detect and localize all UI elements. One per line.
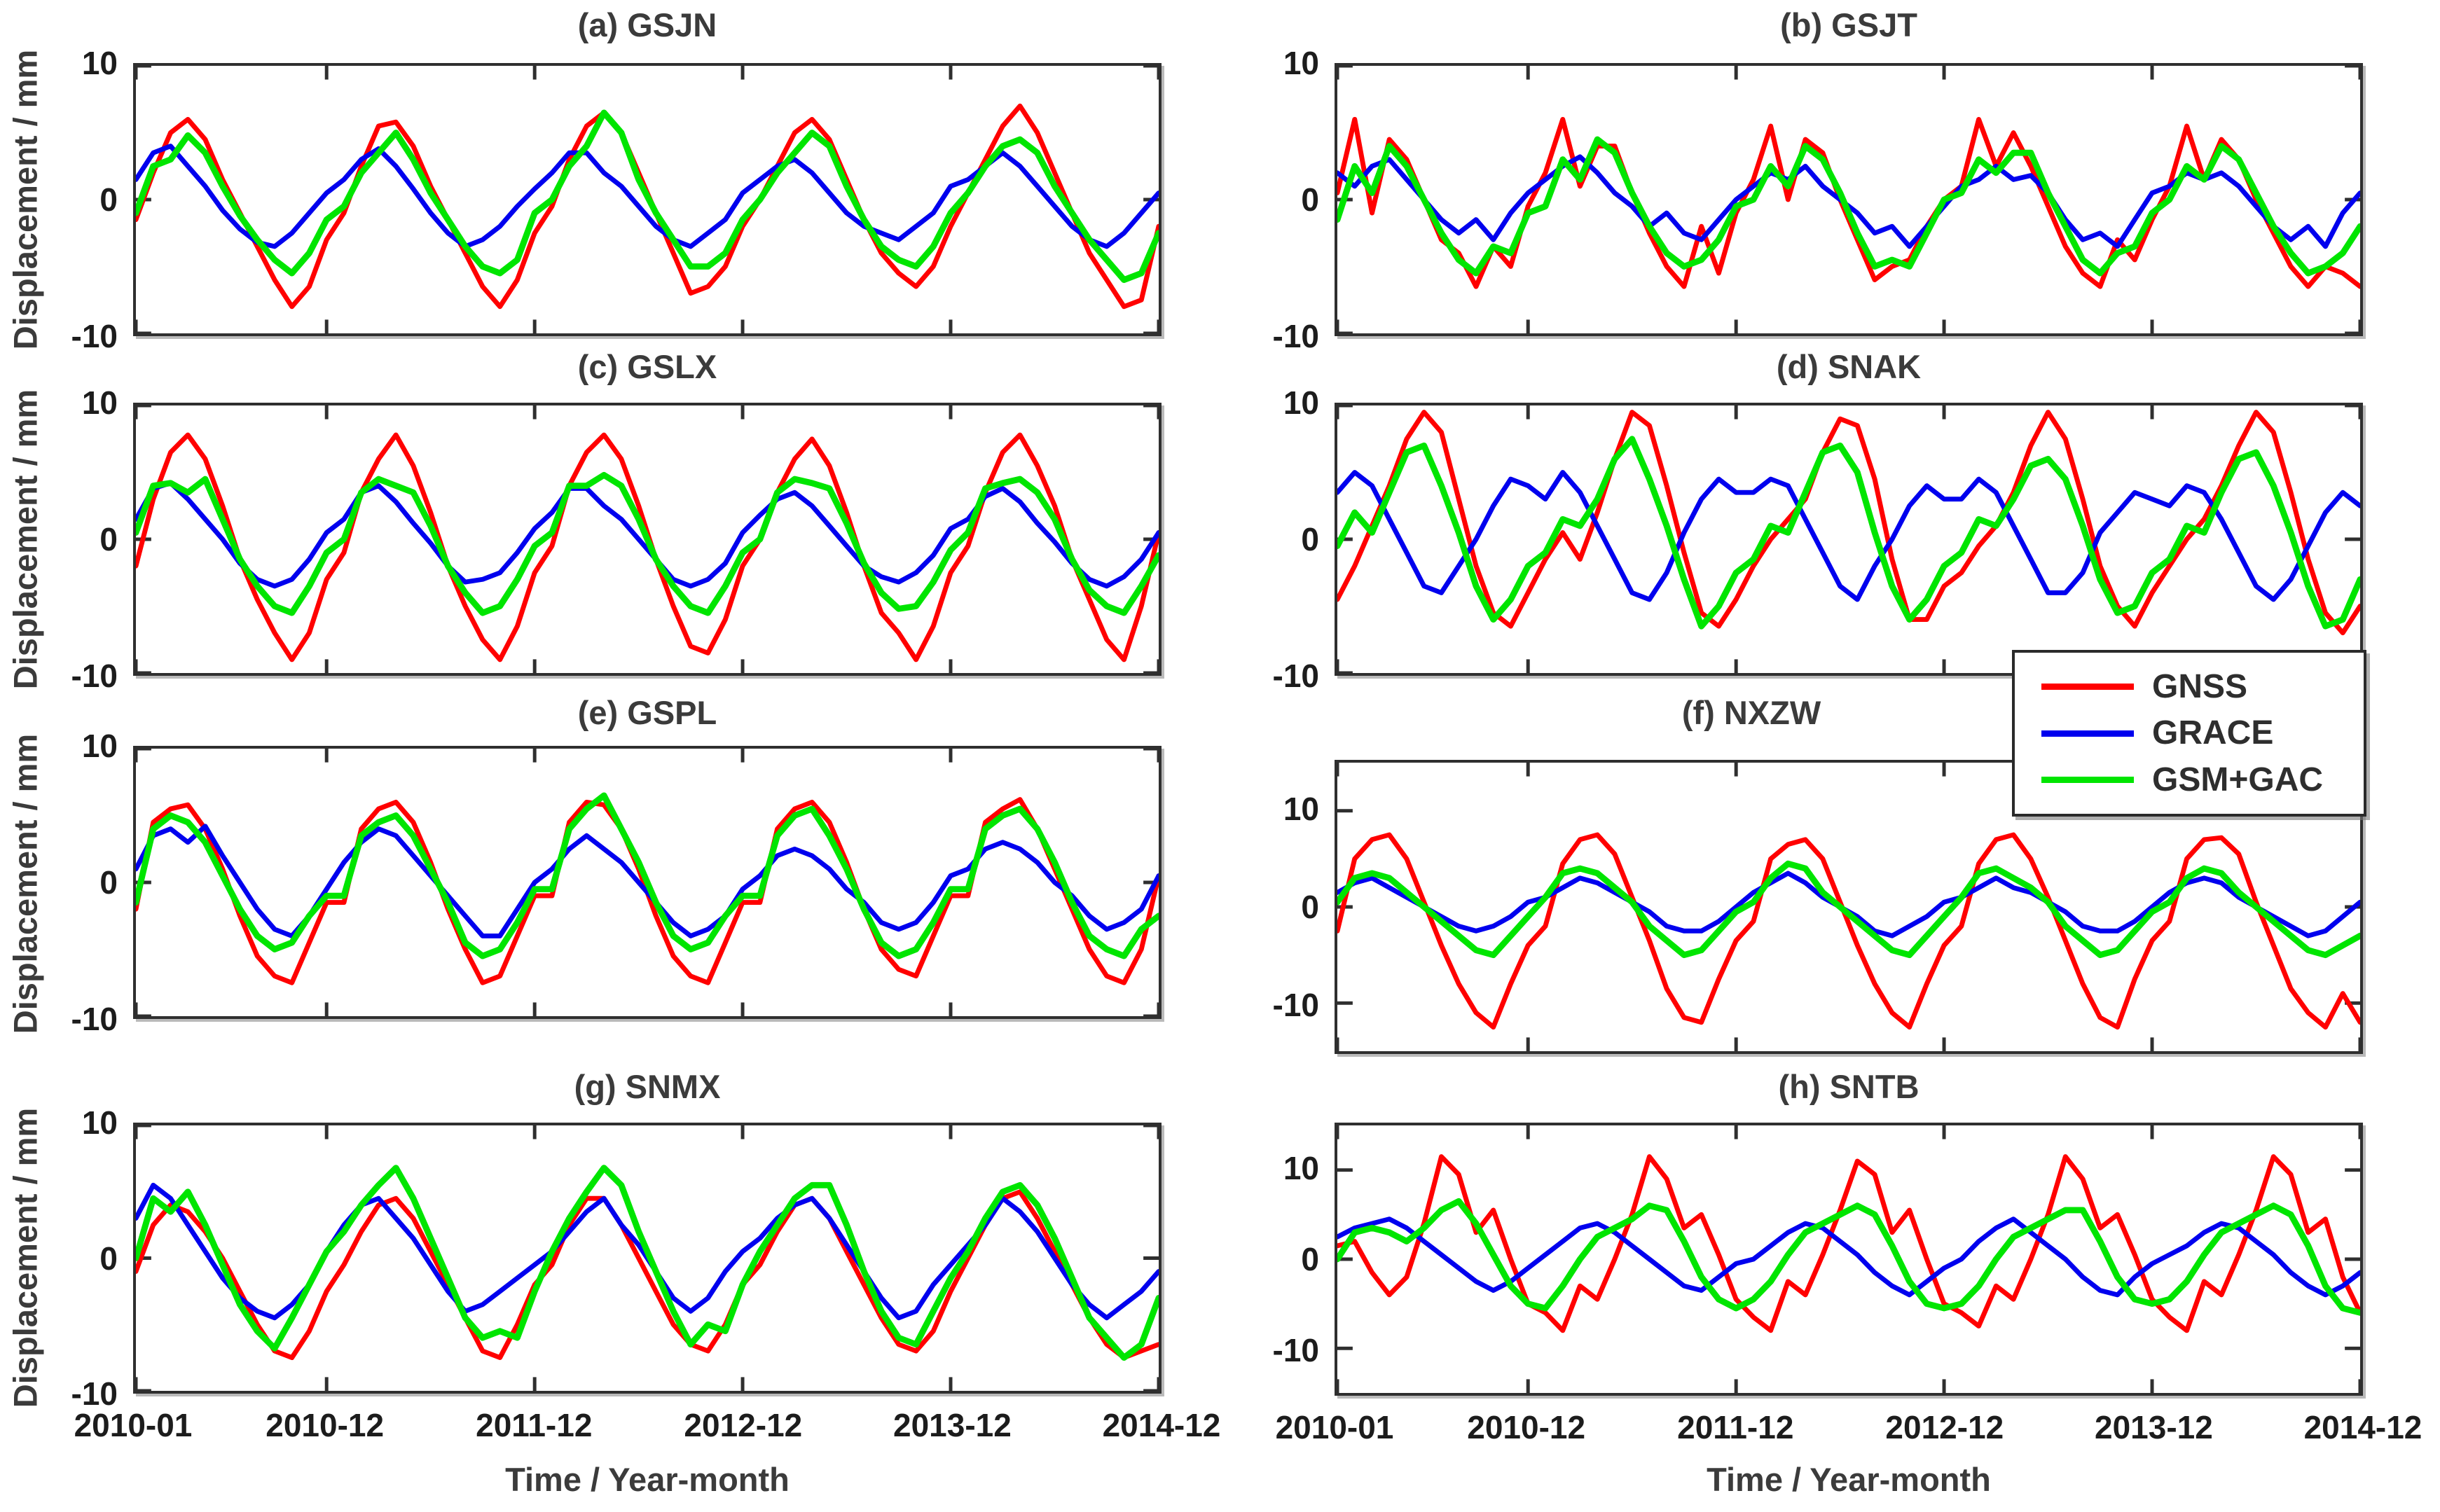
y-tick-label: 10 (1283, 791, 1319, 827)
y-tick-label: 0 (99, 521, 118, 557)
series-GSM+GAC (1337, 436, 2360, 630)
y-tick-label: 0 (1301, 521, 1319, 557)
series-GNSS (1337, 410, 2360, 636)
legend-item-gnss: GNSS (2015, 670, 2364, 704)
legend-label-gnss: GNSS (2152, 667, 2248, 705)
x-tick-label: 2013-12 (2095, 1409, 2213, 1445)
subplot-h-plot (1337, 1125, 2360, 1393)
subplot-b-title: (b) GSJT (1780, 6, 1917, 43)
y-tick-label: 10 (1283, 45, 1319, 81)
legend-label-gsmgac: GSM+GAC (2152, 761, 2324, 798)
subplot-a-gsjn (133, 63, 1162, 336)
x-tick-label: 2014-12 (1102, 1407, 1221, 1443)
y-tick-label: -10 (71, 1375, 118, 1412)
subplot-e-plot (136, 749, 1159, 1016)
x-tick-label: 2010-12 (1467, 1409, 1586, 1445)
y-tick-label: 10 (1283, 1150, 1319, 1186)
y-tick-label: 0 (99, 864, 118, 901)
y-tick-label: 0 (1301, 889, 1319, 925)
series-GSM+GAC (1337, 1198, 2360, 1316)
y-tick-label: 10 (81, 384, 118, 421)
series-GSM+GAC (136, 471, 1159, 616)
y-tick-label: 10 (1283, 384, 1319, 421)
legend-item-gsmgac: GSM+GAC (2015, 763, 2364, 797)
legend-label-grace: GRACE (2152, 714, 2274, 751)
legend-box: GNSS GRACE GSM+GAC (2012, 650, 2366, 817)
subplot-d-snak (1335, 403, 2363, 676)
subplot-a-title: (a) GSJN (577, 6, 717, 43)
y-tick-label: -10 (71, 318, 118, 354)
y-tick-label: 0 (1301, 181, 1319, 218)
subplot-c-gslx (133, 403, 1162, 676)
series-GSM+GAC (1337, 136, 2360, 277)
y-tick-label: -10 (1272, 318, 1319, 354)
subplot-d-plot (1337, 405, 2360, 673)
y-tick-label: -10 (71, 1001, 118, 1037)
subplot-b-gsjt (1335, 63, 2363, 336)
series-GSM+GAC (136, 109, 1159, 284)
subplot-f-title: (f) NXZW (1681, 694, 1821, 731)
subplot-g-plot (136, 1125, 1159, 1391)
y-tick-label: 0 (99, 1240, 118, 1277)
x-tick-label: 2013-12 (893, 1407, 1012, 1443)
series-GSM+GAC (136, 1165, 1159, 1361)
y-tick-label: -10 (1272, 987, 1319, 1023)
y-tick-label: 10 (81, 728, 118, 764)
subplot-c-plot (136, 405, 1159, 673)
gsmgac-line-swatch (2041, 777, 2134, 783)
subplot-d-title: (d) SNAK (1776, 348, 1922, 385)
x-tick-label: 2012-12 (684, 1407, 803, 1443)
series-GNSS (1337, 116, 2360, 289)
subplot-h-title: (h) SNTB (1778, 1068, 1919, 1105)
series-GRACE (1337, 470, 2360, 602)
subplot-b-plot (1337, 66, 2360, 333)
y-tick-label: -10 (1272, 658, 1319, 694)
series-GNSS (136, 103, 1159, 310)
y-tick-label: 10 (81, 45, 118, 81)
subplot-c-title: (c) GSLX (577, 348, 717, 385)
x-axis-label-right: Time / Year-month (1707, 1461, 1991, 1498)
series-GSM+GAC (1337, 860, 2360, 959)
x-tick-label: 2010-01 (1275, 1409, 1394, 1445)
subplot-e-gspl (133, 746, 1162, 1019)
subplot-h-sntb (1335, 1123, 2363, 1396)
x-axis-label-left: Time / Year-month (505, 1461, 790, 1498)
gnss-line-swatch (2041, 684, 2134, 690)
x-tick-label: 2014-12 (2303, 1409, 2422, 1445)
legend-item-grace: GRACE (2015, 716, 2364, 750)
x-tick-label: 2011-12 (476, 1407, 593, 1443)
x-tick-label: 2011-12 (1677, 1409, 1794, 1445)
y-tick-label: -10 (71, 658, 118, 694)
x-tick-label: 2010-01 (74, 1407, 193, 1443)
x-tick-label: 2010-12 (266, 1407, 385, 1443)
subplot-e-title: (e) GSPL (577, 694, 717, 731)
series-GNSS (1337, 1154, 2360, 1333)
series-GRACE (136, 480, 1159, 589)
subplot-g-snmx (133, 1123, 1162, 1394)
grace-line-swatch (2041, 730, 2134, 737)
series-GSM+GAC (136, 792, 1159, 959)
series-GNSS (1337, 832, 2360, 1030)
subplot-a-plot (136, 66, 1159, 333)
subplot-f-plot (1337, 763, 2360, 1051)
x-tick-label: 2012-12 (1885, 1409, 2004, 1445)
y-tick-label: -10 (1272, 1332, 1319, 1368)
subplot-g-title: (g) SNMX (574, 1068, 721, 1105)
series-GNSS (136, 1189, 1159, 1361)
y-tick-label: 0 (99, 181, 118, 218)
y-tick-label: 10 (81, 1104, 118, 1141)
y-tick-label: 0 (1301, 1241, 1319, 1277)
